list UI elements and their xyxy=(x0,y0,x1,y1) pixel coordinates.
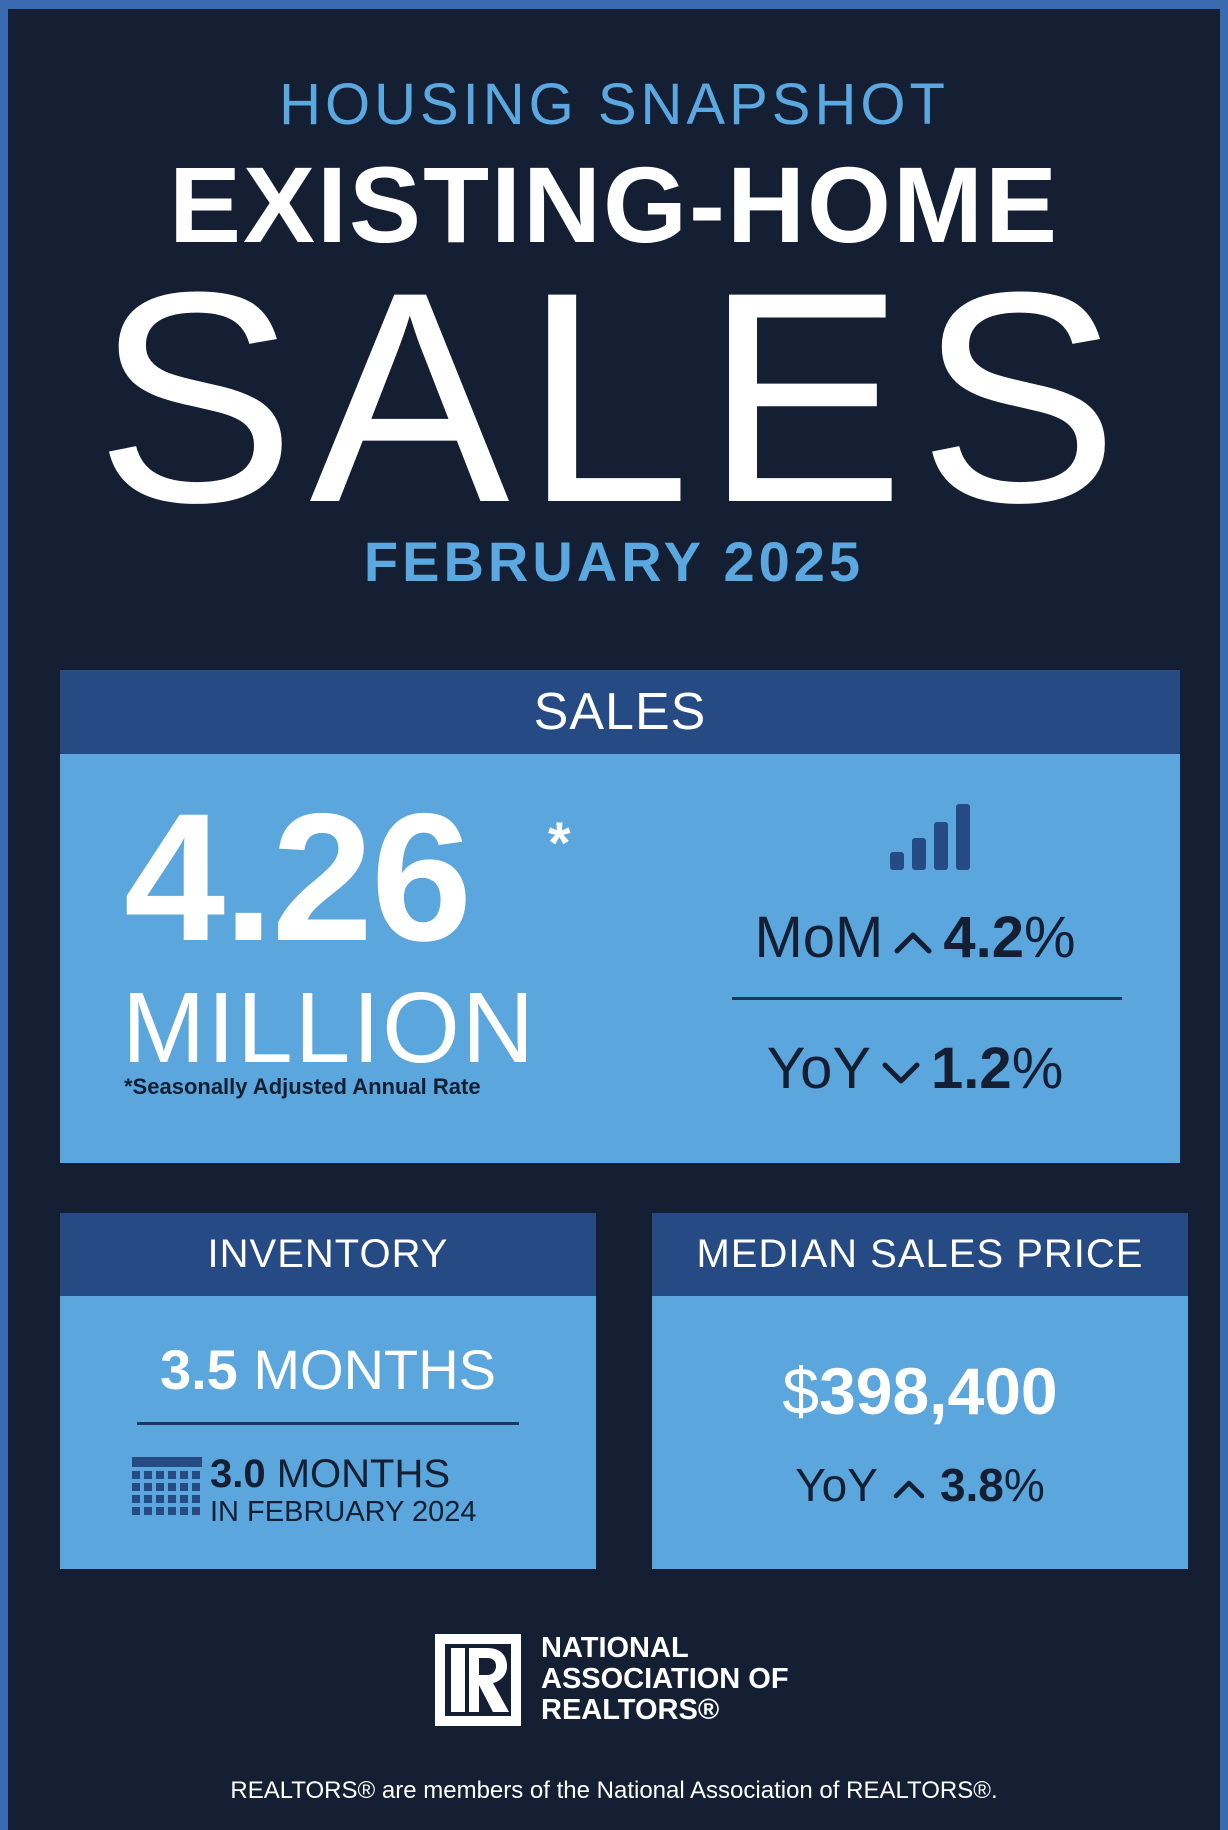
report-date: FEBRUARY 2025 xyxy=(363,530,865,593)
inventory-panel: INVENTORY 3.5 MONTHS 3.0 MONTHS IN F xyxy=(60,1213,596,1569)
nar-logo-text: NATIONAL ASSOCIATION OF REALTORS® xyxy=(541,1632,789,1727)
yoy-pct: % xyxy=(1011,1036,1064,1101)
sales-footnote: *Seasonally Adjusted Annual Rate xyxy=(124,1074,481,1099)
yoy-label: YoY xyxy=(766,1036,872,1101)
median-price-panel-title: MEDIAN SALES PRICE xyxy=(652,1213,1188,1296)
logo-line-3: REALTORS® xyxy=(541,1694,720,1727)
sales-panel-title: SALES xyxy=(60,670,1180,754)
sales-yoy-row: YoY 1.2% xyxy=(720,1040,1110,1098)
sales-asterisk: * xyxy=(548,811,571,876)
sales-panel: SALES 4.26 * MILLION *Seasonally Adjuste… xyxy=(60,670,1180,1163)
mom-value: 4.2 xyxy=(943,905,1024,970)
price-yoy-label: YoY xyxy=(795,1459,878,1511)
realtor-r-logo-icon xyxy=(435,1634,521,1726)
arrow-down-icon xyxy=(882,1062,920,1084)
median-price-panel-body: $398,400 YoY 3.8% xyxy=(652,1296,1188,1569)
yoy-value: 1.2 xyxy=(931,1036,1012,1101)
inventory-prev-value: 3.0 xyxy=(210,1452,266,1496)
sales-value: 4.26 xyxy=(124,775,472,979)
inventory-panel-title: INVENTORY xyxy=(60,1213,596,1296)
calendar-icon xyxy=(132,1457,202,1515)
logo-line-2: ASSOCIATION OF xyxy=(541,1663,789,1696)
sales-mom-row: MoM 4.2% xyxy=(720,909,1110,967)
mom-pct: % xyxy=(1023,905,1076,970)
arrow-up-icon xyxy=(893,1480,925,1499)
bar-chart-icon xyxy=(890,804,970,870)
price-yoy-row: YoY 3.8% xyxy=(652,1462,1188,1508)
price-yoy-pct: % xyxy=(1003,1459,1045,1511)
kicker-title: HOUSING SNAPSHOT xyxy=(279,72,949,137)
inventory-prev-period: IN FEBRUARY 2024 xyxy=(210,1496,477,1528)
headline-sales: SALES xyxy=(95,229,1133,565)
price-value: 398,400 xyxy=(819,1354,1058,1428)
inventory-unit: MONTHS xyxy=(253,1338,497,1401)
inventory-prev-unit: MONTHS xyxy=(276,1452,451,1496)
headline: EXISTING-HOME xyxy=(168,144,1060,265)
logo-line-1: NATIONAL xyxy=(541,1632,689,1664)
arrow-up-icon xyxy=(894,932,932,954)
price-yoy-value: 3.8 xyxy=(939,1459,1004,1511)
price-currency: $ xyxy=(782,1354,820,1428)
inventory-previous: 3.0 MONTHS xyxy=(210,1454,450,1494)
sales-panel-body: 4.26 * MILLION *Seasonally Adjusted Annu… xyxy=(60,754,1180,1163)
inventory-panel-body: 3.5 MONTHS 3.0 MONTHS IN FEBRUARY 2024 xyxy=(60,1296,596,1569)
inventory-current: 3.5 MONTHS xyxy=(60,1342,596,1398)
sales-unit: MILLION xyxy=(122,972,537,1084)
sales-divider xyxy=(732,997,1122,1000)
footer-disclaimer: REALTORS® are members of the National As… xyxy=(230,1777,998,1804)
median-price-panel: MEDIAN SALES PRICE $398,400 YoY 3.8% xyxy=(652,1213,1188,1569)
inventory-value: 3.5 xyxy=(159,1338,238,1401)
median-price: $398,400 xyxy=(652,1358,1188,1424)
mom-label: MoM xyxy=(754,905,884,970)
inventory-divider xyxy=(137,1422,519,1425)
